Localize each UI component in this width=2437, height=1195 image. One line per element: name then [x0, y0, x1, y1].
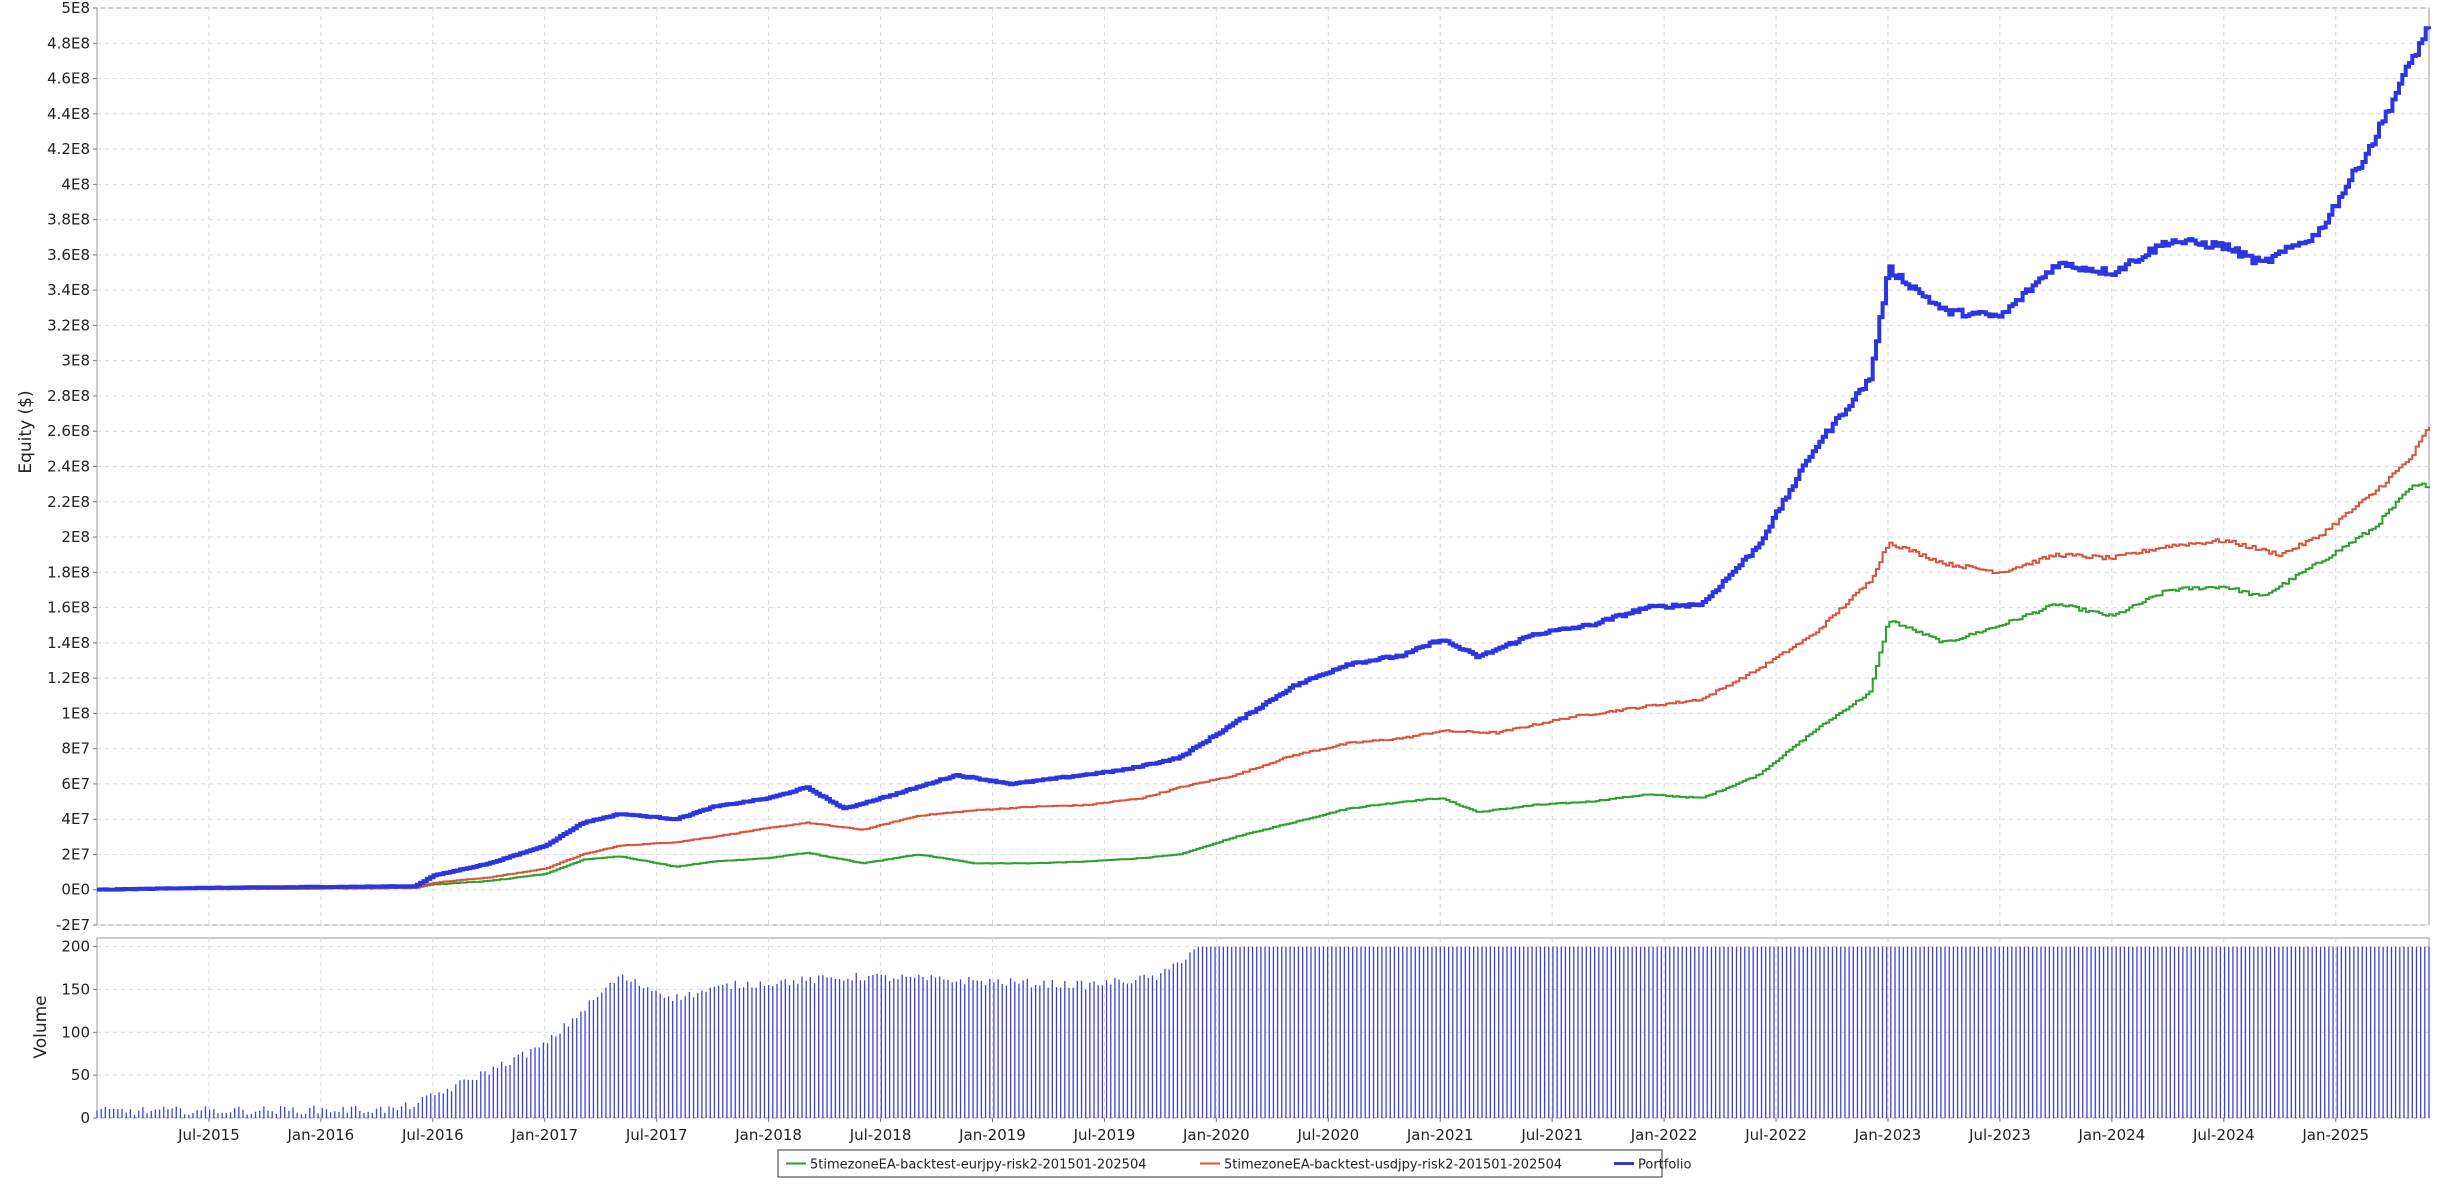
- volume-grid: [96, 937, 2430, 1119]
- x-tick-label: Jan-2019: [958, 1126, 1026, 1144]
- x-tick-label: Jan-2021: [1406, 1126, 1474, 1144]
- series-line-2: [97, 427, 2430, 891]
- equity-y-tick-label: 4.2E8: [47, 140, 90, 158]
- x-tick-label: Jan-2016: [287, 1126, 355, 1144]
- y-axis-label-volume: Volume: [31, 995, 51, 1058]
- equity-y-tick-label: 1.4E8: [47, 634, 90, 652]
- equity-y-tick-label: 5E8: [61, 0, 90, 17]
- legend: 5timezoneEA-backtest-eurjpy-risk2-201501…: [777, 1149, 1692, 1178]
- equity-y-tick-label: 6E7: [61, 775, 90, 793]
- x-tick-label: Jul-2016: [401, 1126, 464, 1144]
- equity-y-tick-label: 4E7: [61, 810, 90, 828]
- series-line-3: [97, 26, 2431, 892]
- volume-y-ticks: 0 50 100 150 200: [61, 938, 97, 1127]
- legend-label-1: 5timezoneEA-backtest-eurjpy-risk2-201501…: [810, 1158, 1146, 1173]
- x-tick-label: Jan-2018: [734, 1126, 802, 1144]
- x-tick-label: Jul-2018: [849, 1126, 912, 1144]
- x-tick-label: Jul-2017: [625, 1126, 688, 1144]
- equity-y-tick-label: 2.2E8: [47, 493, 90, 511]
- equity-y-tick-label: 3.8E8: [47, 211, 90, 229]
- x-tick-label: Jul-2024: [2192, 1126, 2255, 1144]
- equity-y-tick-label: 0E0: [61, 881, 90, 899]
- equity-y-tick-label: 4.6E8: [47, 70, 90, 88]
- equity-y-tick-label: 8E7: [61, 740, 90, 758]
- equity-y-tick-label: 4.8E8: [47, 34, 90, 52]
- equity-y-tick-label: 3.2E8: [47, 316, 90, 334]
- x-tick-label: Jul-2023: [1968, 1126, 2031, 1144]
- volume-y-tick-label: 150: [61, 980, 90, 998]
- x-tick-label: Jan-2025: [2301, 1126, 2369, 1144]
- volume-y-tick-label: 0: [80, 1109, 90, 1127]
- equity-y-tick-label: 3.6E8: [47, 246, 90, 264]
- equity-y-tick-label: 2.8E8: [47, 387, 90, 405]
- legend-label-2: 5timezoneEA-backtest-usdjpy-risk2-201501…: [1224, 1158, 1562, 1173]
- x-tick-label: Jan-2024: [2077, 1126, 2145, 1144]
- equity-y-tick-label: 4.4E8: [47, 105, 90, 123]
- equity-y-tick-label: 2.4E8: [47, 458, 90, 476]
- equity-y-tick-label: 2.6E8: [47, 422, 90, 440]
- x-tick-label: Jul-2015: [177, 1126, 240, 1144]
- x-tick-label: Jul-2019: [1073, 1126, 1136, 1144]
- legend-label-3: Portfolio: [1638, 1158, 1692, 1173]
- series-line-1: [97, 482, 2430, 891]
- equity-grid: [96, 7, 2430, 926]
- volume-bars: [96, 946, 2430, 1118]
- equity-y-tick-label: 1.2E8: [47, 669, 90, 687]
- x-ticks: Jul-2015 Jan-2016 Jul-2016 Jan-2017 Jul-2017…: [177, 1118, 2369, 1144]
- equity-y-tick-label: 4E8: [61, 175, 90, 193]
- volume-y-tick-label: 50: [71, 1066, 90, 1084]
- x-tick-label: Jul-2021: [1520, 1126, 1583, 1144]
- x-tick-label: Jan-2020: [1182, 1126, 1250, 1144]
- equity-y-tick-label: 2E7: [61, 845, 90, 863]
- x-tick-label: Jan-2023: [1854, 1126, 1922, 1144]
- equity-y-tick-label: 1.8E8: [47, 563, 90, 581]
- equity-y-tick-label: 1E8: [61, 704, 90, 722]
- volume-y-tick-label: 200: [61, 938, 90, 956]
- equity-series: [97, 26, 2431, 892]
- volume-y-tick-label: 100: [61, 1023, 90, 1041]
- equity-y-tick-label: 1.6E8: [47, 599, 90, 617]
- equity-y-tick-label: -2E7: [56, 916, 90, 934]
- equity-y-ticks: -2E7 0E0 2E7 4E7 6E7 8E7 1E8 1.2E8 1.4E8 1.6E8 1.8…: [47, 0, 97, 934]
- equity-plot-area: [96, 7, 2430, 926]
- equity-y-tick-label: 2E8: [61, 528, 90, 546]
- x-tick-label: Jul-2020: [1296, 1126, 1359, 1144]
- y-axis-label-equity: Equity ($): [16, 390, 36, 473]
- x-tick-label: Jul-2022: [1744, 1126, 1807, 1144]
- equity-y-tick-label: 3.4E8: [47, 281, 90, 299]
- volume-plot-area: [96, 937, 2430, 1119]
- x-tick-label: Jan-2022: [1630, 1126, 1698, 1144]
- equity-y-tick-label: 3E8: [61, 352, 90, 370]
- x-tick-label: Jan-2017: [510, 1126, 578, 1144]
